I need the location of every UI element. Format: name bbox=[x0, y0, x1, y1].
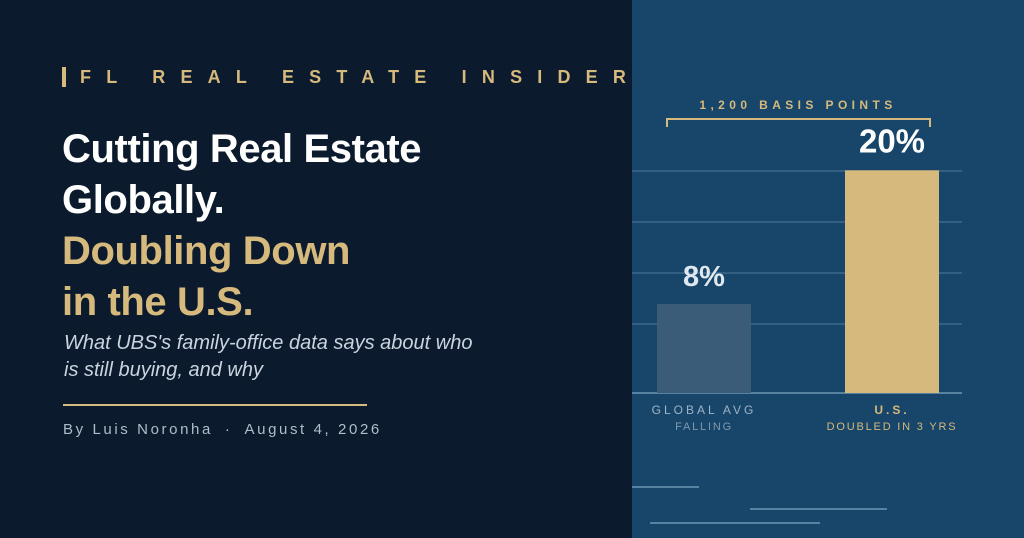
byline: By Luis Noronha · August 4, 2026 bbox=[63, 421, 382, 438]
brand-name: FL REAL ESTATE INSIDER bbox=[80, 66, 642, 87]
brand-accent-bar bbox=[62, 67, 66, 87]
headline-line-2: Globally. bbox=[62, 178, 225, 222]
divider-rule bbox=[63, 404, 367, 406]
annotation-bracket bbox=[666, 118, 931, 127]
brand-header: FL REAL ESTATE INSIDER bbox=[62, 66, 641, 88]
category-label-1: GLOBAL AVG bbox=[652, 403, 757, 417]
value-label-1: 8% bbox=[683, 261, 725, 293]
author: By Luis Noronha bbox=[63, 421, 213, 438]
headline-line-1: Cutting Real Estate bbox=[62, 127, 422, 171]
bar-1 bbox=[657, 303, 751, 393]
annotation-text: 1,200 BASIS POINTS bbox=[699, 98, 896, 112]
chart-bars bbox=[657, 170, 939, 393]
value-label-2: 20% bbox=[859, 122, 925, 159]
subtitle: What UBS's family-office data says about… bbox=[64, 332, 473, 381]
byline-separator: · bbox=[224, 421, 233, 438]
bar-2 bbox=[845, 170, 939, 393]
headline: Cutting Real Estate Globally. Doubling D… bbox=[62, 124, 582, 328]
chart-panel bbox=[632, 0, 1024, 538]
chart-labels: 8% GLOBAL AVG FALLING 20% U.S. DOUBLED IN 3 Y… bbox=[652, 122, 958, 433]
category-sublabel-2: DOUBLED IN 3 YRS bbox=[827, 421, 958, 433]
headline-line-3: Doubling Down bbox=[62, 229, 351, 273]
category-sublabel-1: FALLING bbox=[675, 421, 733, 433]
headline-line-4: in the U.S. bbox=[62, 280, 254, 324]
left-panel bbox=[0, 0, 632, 538]
decorative-lines bbox=[632, 486, 887, 524]
publish-date: August 4, 2026 bbox=[244, 421, 382, 438]
basis-points-annotation: 1,200 BASIS POINTS bbox=[666, 98, 931, 127]
category-label-2: U.S. bbox=[874, 403, 909, 417]
